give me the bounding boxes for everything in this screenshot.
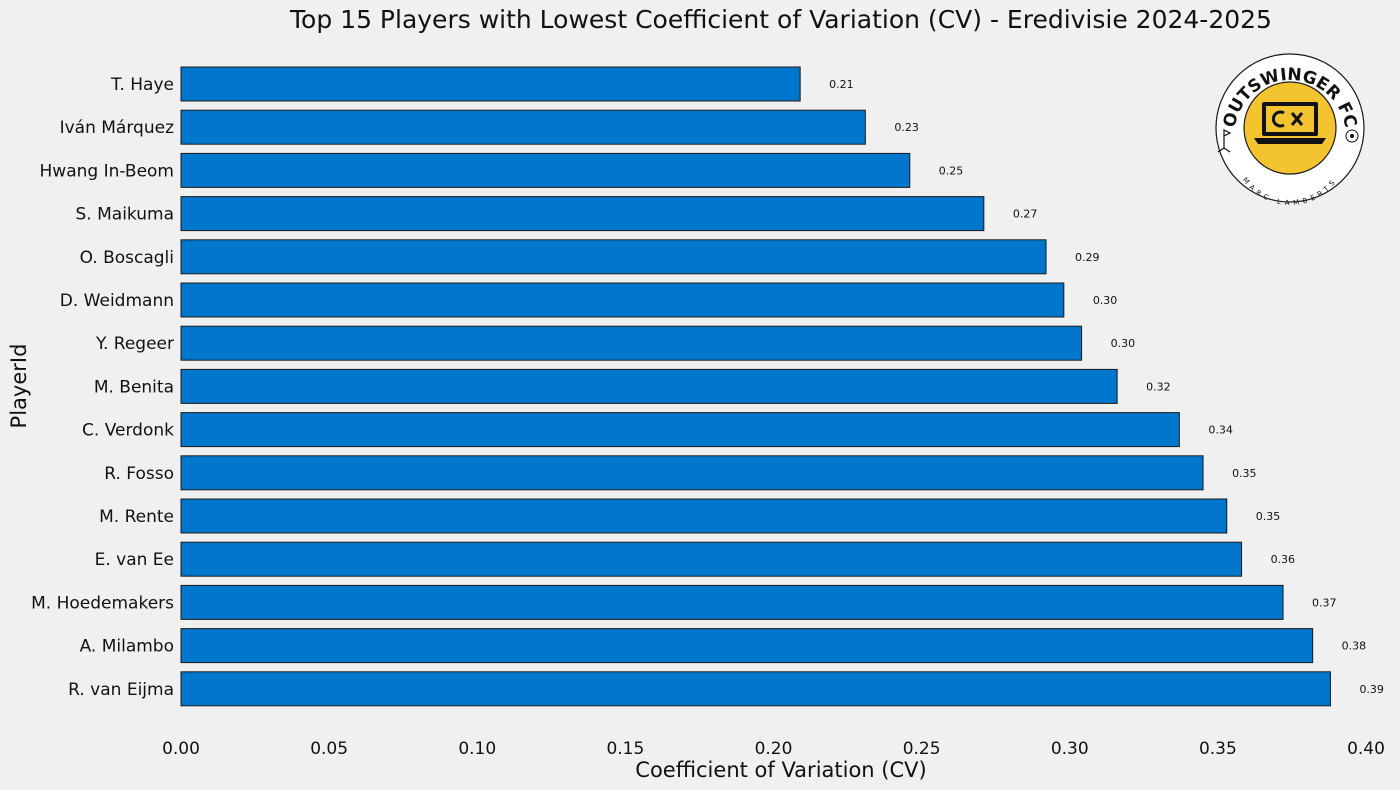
bar: [180, 368, 1118, 404]
bar: [180, 671, 1331, 707]
ball-icon: [1345, 129, 1359, 143]
category-label: M. Benita: [94, 377, 174, 397]
data-label: 0.23: [894, 121, 919, 134]
bar: [180, 455, 1204, 491]
category-label: A. Milambo: [80, 637, 174, 657]
bars-group: [180, 66, 1331, 707]
x-tick-label: 0.00: [162, 739, 200, 759]
data-label: 0.30: [1093, 294, 1118, 307]
x-tick-label: 0.10: [458, 739, 496, 759]
data-label: 0.37: [1312, 596, 1337, 609]
category-label: R. Fosso: [104, 464, 174, 484]
data-label: 0.21: [829, 78, 854, 91]
category-label: R. van Eijma: [68, 680, 174, 700]
data-label: 0.30: [1111, 337, 1136, 350]
category-label: Y. Regeer: [95, 334, 174, 354]
category-label: D. Weidmann: [60, 291, 174, 311]
x-tick-label: 0.20: [755, 739, 793, 759]
bar: [180, 412, 1180, 448]
bar: [180, 109, 866, 145]
category-label: Hwang In-Beom: [40, 161, 174, 181]
chart-title: Top 15 Players with Lowest Coefficient o…: [289, 5, 1272, 34]
category-label: M. Hoedemakers: [31, 593, 174, 613]
x-tick-label: 0.15: [606, 739, 644, 759]
data-label: 0.38: [1342, 640, 1367, 653]
outswinger-fc-logo: OUTSWINGER FC MARC LAMBERTS: [1215, 53, 1365, 207]
category-label: E. van Ee: [95, 550, 174, 570]
bar: [180, 498, 1228, 534]
category-label: M. Rente: [99, 507, 174, 527]
bar: [180, 628, 1314, 664]
x-tick-label: 0.30: [1051, 739, 1089, 759]
bar: [180, 541, 1243, 577]
laptop-icon: [1254, 102, 1326, 144]
data-label: 0.39: [1359, 683, 1384, 696]
data-label: 0.34: [1208, 424, 1233, 437]
x-tick-label: 0.25: [903, 739, 941, 759]
corner-flag-icon: [1217, 129, 1232, 153]
category-label: O. Boscagli: [80, 248, 174, 268]
category-label: T. Haye: [110, 75, 174, 95]
data-label: 0.25: [939, 164, 964, 177]
data-label: 0.29: [1075, 251, 1100, 264]
category-labels-group: T. Haye Iván Márquez Hwang In-Beom S. Maiku…: [31, 75, 174, 700]
x-axis-label: Coefficient of Variation (CV): [635, 758, 926, 782]
data-label: 0.32: [1146, 380, 1171, 393]
x-tick-labels-group: 0.00 0.05 0.10 0.15 0.20 0.25 0.30 0.35 0.40: [162, 739, 1385, 759]
x-tick-label: 0.40: [1347, 739, 1385, 759]
bar: [180, 196, 985, 232]
bar: [180, 282, 1065, 318]
bar: [180, 325, 1083, 361]
category-label: C. Verdonk: [82, 421, 174, 441]
bar: [180, 584, 1284, 620]
data-label: 0.35: [1256, 510, 1281, 523]
y-axis-label: PlayerId: [7, 344, 31, 429]
x-tick-label: 0.05: [310, 739, 348, 759]
data-label: 0.36: [1271, 553, 1296, 566]
data-label: 0.27: [1013, 208, 1038, 221]
x-tick-label: 0.35: [1199, 739, 1237, 759]
data-label: 0.35: [1232, 467, 1257, 480]
category-label: S. Maikuma: [76, 205, 174, 225]
bar: [180, 239, 1047, 275]
category-label: Iván Márquez: [60, 118, 174, 138]
bar: [180, 152, 911, 188]
data-labels-group: 0.21 0.23 0.25 0.27 0.29 0.30 0.30 0.32 0.34 0.35…: [829, 78, 1384, 696]
bar: [180, 66, 801, 102]
